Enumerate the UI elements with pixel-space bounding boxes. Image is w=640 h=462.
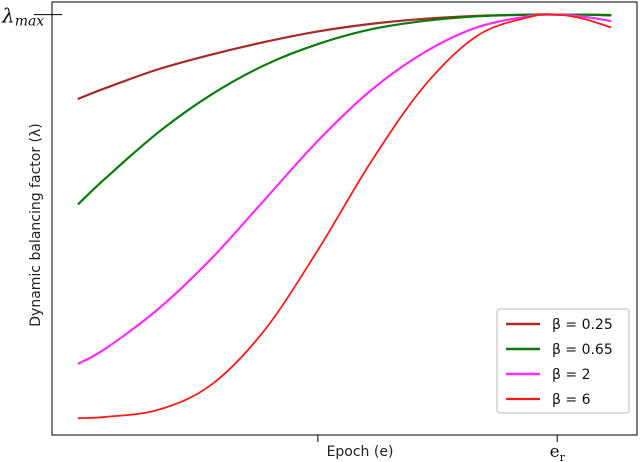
legend: β = 0.25 β = 0.65 β = 2 β = 6 xyxy=(496,308,630,414)
legend-label-1: β = 0.25 xyxy=(552,317,613,333)
series-line-4 xyxy=(77,13,612,420)
x-tick-label-2: er xyxy=(550,442,566,462)
series-line-1 xyxy=(77,13,612,100)
y-axis-label: Dynamic balancing factor (λ) xyxy=(28,123,44,326)
tick-group: er λmax xyxy=(1,4,566,462)
series-line-2 xyxy=(77,13,612,205)
x-axis-label: Epoch (e) xyxy=(327,444,394,460)
legend-label-2: β = 0.65 xyxy=(552,342,613,358)
legend-box xyxy=(496,308,630,414)
legend-label-4: β = 6 xyxy=(552,392,591,408)
legend-label-3: β = 2 xyxy=(552,367,590,383)
plot-frame xyxy=(51,1,638,436)
series-group xyxy=(77,13,612,420)
y-tick-label-1: λmax xyxy=(1,4,44,30)
